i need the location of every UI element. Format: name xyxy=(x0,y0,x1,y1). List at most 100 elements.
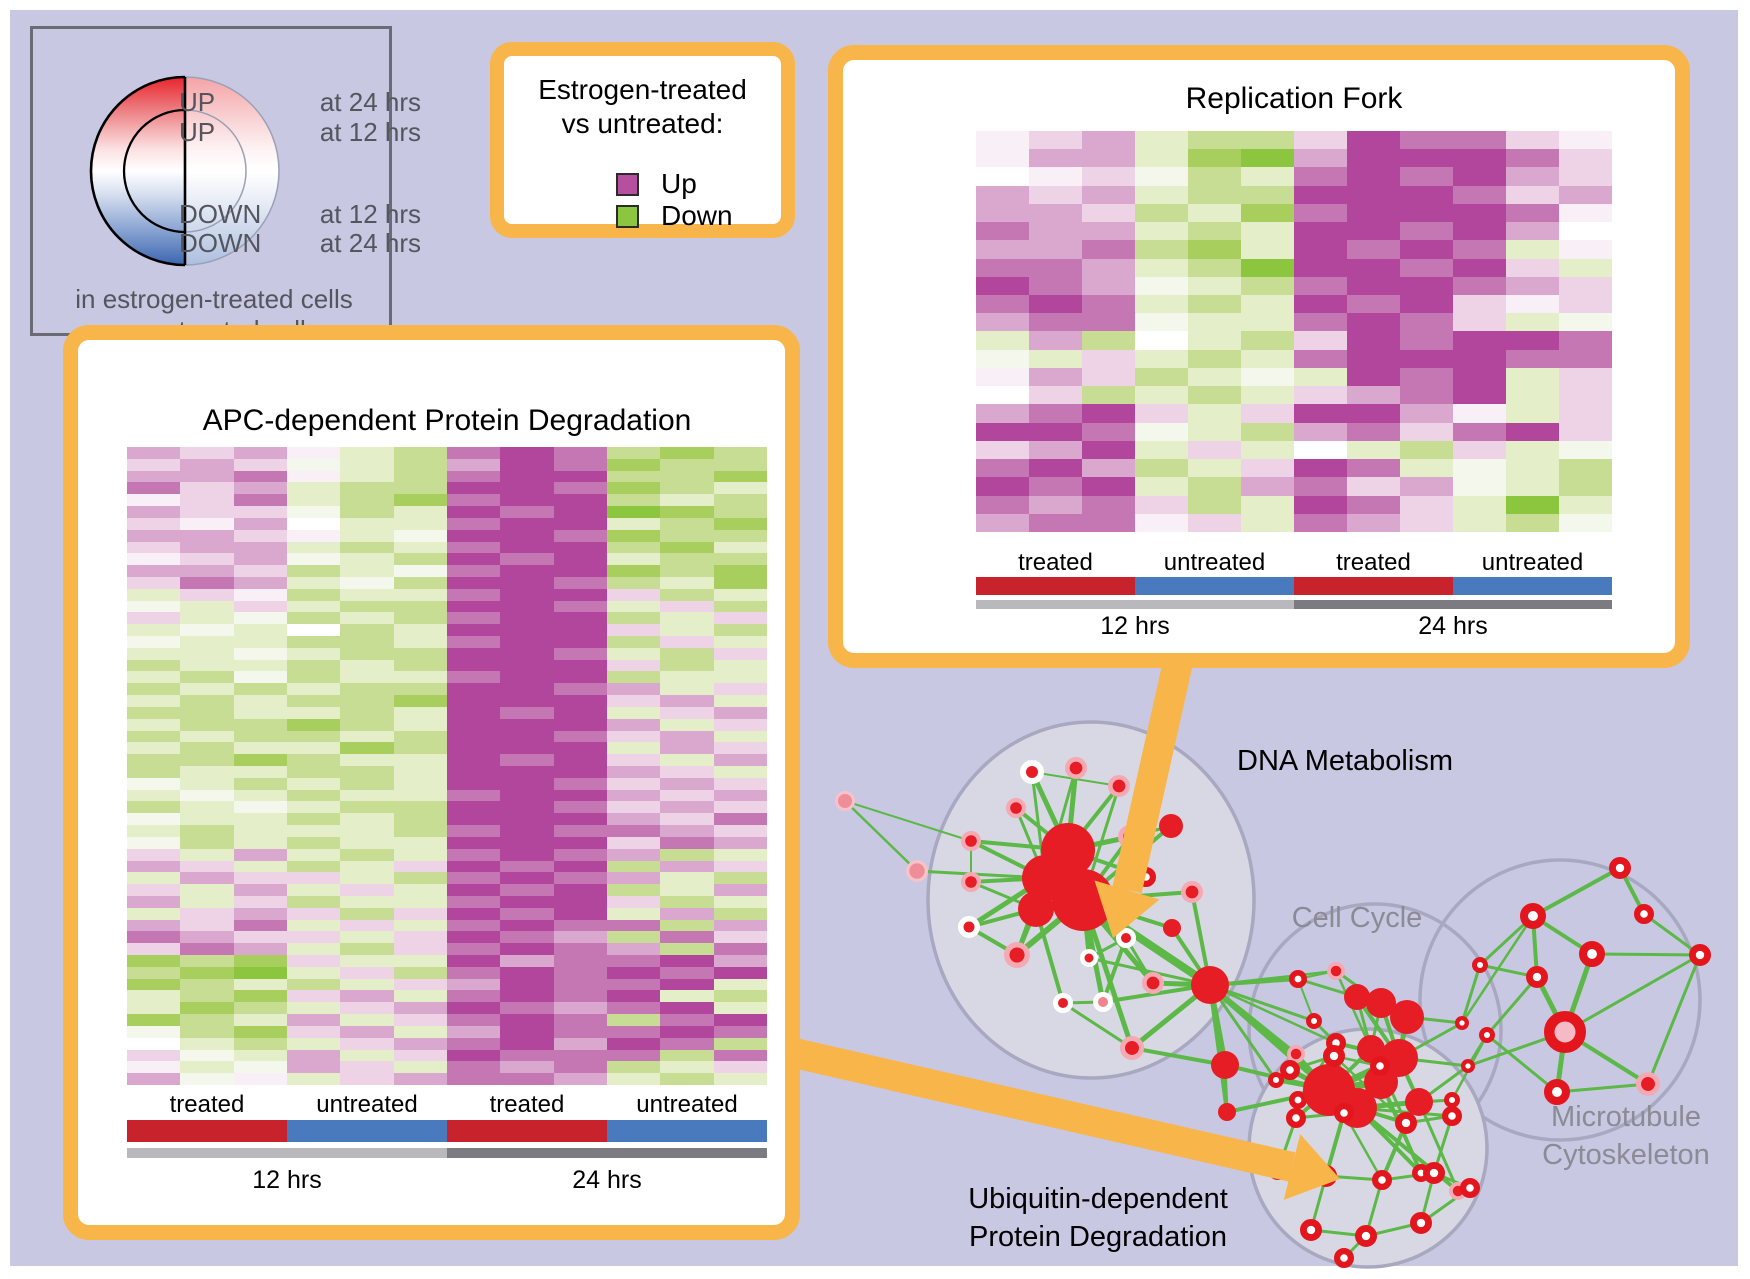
heatmap-cell xyxy=(713,931,767,944)
network-node xyxy=(1300,1219,1323,1242)
heatmap-cell xyxy=(127,1037,181,1050)
heatmap-cell xyxy=(286,1025,341,1038)
heatmap-cell xyxy=(1188,404,1241,423)
network-node xyxy=(1520,903,1547,930)
heatmap-cell xyxy=(286,1061,341,1074)
heatmap-cell xyxy=(446,1014,501,1026)
heatmap-cell xyxy=(393,978,447,991)
flow-arrow-head xyxy=(1283,1134,1340,1200)
heatmap-cell xyxy=(180,718,234,731)
heatmap-cell xyxy=(127,966,181,979)
heatmap-cell xyxy=(713,742,767,755)
treated-bar-segment xyxy=(1294,577,1453,595)
replication-fork-heatmap-panel: Replication Fork treated untreated treated… xyxy=(828,45,1690,668)
heatmap-cell xyxy=(606,695,661,707)
heatmap-cell xyxy=(233,895,287,908)
heatmap-cell xyxy=(1082,513,1135,532)
heatmap-cell xyxy=(393,624,447,637)
heatmap-cell xyxy=(1400,167,1453,186)
heatmap-cell xyxy=(553,754,607,766)
network-edge xyxy=(844,800,972,842)
heatmap-cell xyxy=(606,565,661,577)
network-node xyxy=(1689,943,1712,966)
heatmap-cell xyxy=(180,706,234,719)
heatmap-cell xyxy=(180,884,234,896)
heatmap-cell xyxy=(393,825,447,837)
up-swatch xyxy=(616,172,639,196)
heatmap-cell xyxy=(1082,167,1135,186)
heatmap-cell xyxy=(606,1049,661,1062)
heatmap-cell xyxy=(1082,222,1135,241)
heatmap-cell xyxy=(606,1037,661,1050)
heatmap-cell xyxy=(660,482,714,495)
heatmap-cell xyxy=(1082,276,1135,296)
group-label: treated xyxy=(169,1091,245,1118)
heatmap-cell xyxy=(180,553,234,566)
heatmap-cell xyxy=(1347,404,1400,423)
ring-time-label: at 24 hrs xyxy=(319,87,421,117)
heatmap-cell xyxy=(1294,295,1347,314)
network-node xyxy=(1455,1015,1470,1030)
heatmap-cell xyxy=(500,565,554,577)
heatmap-cell xyxy=(286,636,341,648)
heatmap-cell xyxy=(393,553,447,566)
heatmap-cell xyxy=(1135,422,1188,441)
heatmap-cell xyxy=(286,872,341,885)
heatmap-cell xyxy=(340,1025,394,1038)
heatmap-cell xyxy=(606,813,661,826)
heatmap-cell xyxy=(660,919,714,932)
heatmap-cell xyxy=(127,919,181,932)
heatmap-cell xyxy=(500,943,554,956)
heatmap-cell xyxy=(553,777,607,790)
heatmap-cell xyxy=(340,801,394,814)
heatmap-cell xyxy=(1294,459,1347,478)
heatmap-cell xyxy=(1506,203,1559,223)
network-edge xyxy=(1643,912,1701,957)
heatmap-cell xyxy=(233,671,287,684)
network-edge xyxy=(1101,937,1128,1003)
heatmap-cell xyxy=(1135,203,1188,223)
heatmap-cell xyxy=(500,1037,554,1050)
heatmap-cell xyxy=(1347,367,1400,387)
heatmap-cell xyxy=(180,671,234,684)
network-edge xyxy=(1088,956,1211,987)
heatmap-cell xyxy=(340,955,394,967)
heatmap-cell xyxy=(233,576,287,589)
heatmap-cell xyxy=(286,813,341,826)
ring-legend-row: UP at 12 hrs xyxy=(179,117,421,147)
heatmap-cell xyxy=(500,742,554,755)
heatmap-cell xyxy=(1029,440,1082,460)
heatmap-cell xyxy=(1135,404,1188,423)
heatmap-cell xyxy=(127,754,181,766)
heatmap-cell xyxy=(1082,422,1135,441)
heatmap-cell xyxy=(553,447,607,459)
heatmap-cell xyxy=(127,884,181,896)
heatmap-cell xyxy=(233,659,287,672)
network-node xyxy=(1116,928,1136,948)
heatmap-cell xyxy=(233,695,287,707)
heatmap-cell xyxy=(393,884,447,896)
heatmap-cell xyxy=(286,1037,341,1050)
heatmap-cell xyxy=(233,955,287,967)
network-edge xyxy=(1532,866,1621,918)
heatmap-cell xyxy=(446,494,501,507)
heatmap-cell xyxy=(446,931,501,944)
heatmap-cell xyxy=(1400,331,1453,350)
heatmap-cell xyxy=(233,825,287,837)
ring-legend-row: UP at 24 hrs xyxy=(179,87,421,117)
heatmap-cell xyxy=(553,494,607,507)
time-label: 24 hrs xyxy=(1418,612,1488,640)
heatmap-cell xyxy=(1294,477,1347,496)
heatmap-cell xyxy=(553,695,607,707)
heatmap-cell xyxy=(976,295,1029,314)
heatmap-cell xyxy=(606,458,661,471)
heatmap-cell xyxy=(127,730,181,743)
heatmap-cell xyxy=(340,636,394,648)
heatmap-cell xyxy=(180,789,234,802)
heatmap-cell xyxy=(553,671,607,684)
time-bar xyxy=(976,600,1612,609)
heatmap-cell xyxy=(340,777,394,790)
heatmap-cell xyxy=(713,907,767,920)
heatmap-cell xyxy=(713,765,767,778)
heatmap-cell xyxy=(446,848,501,861)
